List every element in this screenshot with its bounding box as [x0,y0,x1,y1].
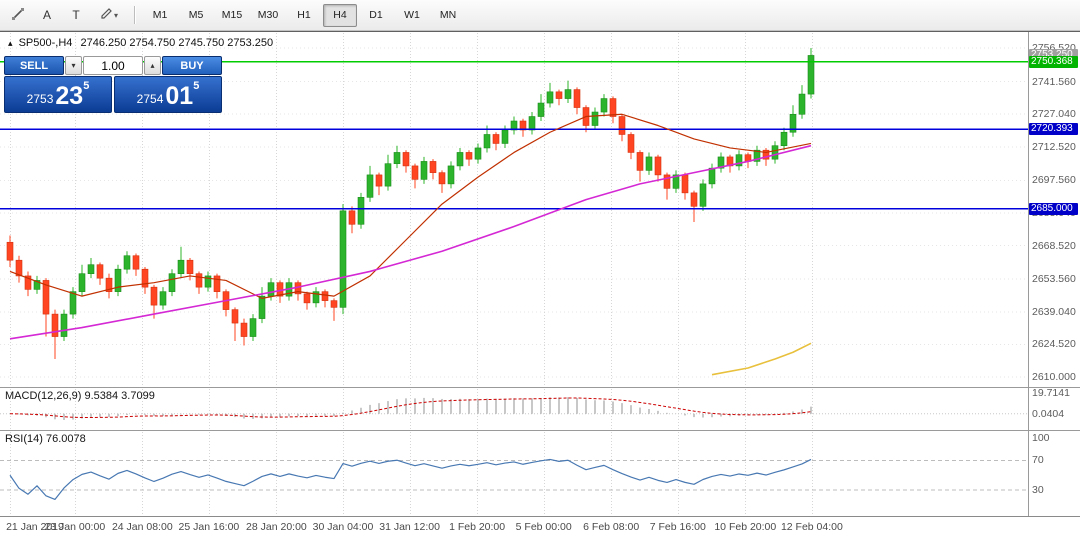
volume-increase-button[interactable]: ▴ [144,56,161,75]
sell-button[interactable]: SELL [4,56,64,75]
resistance-line-price-marker: 2750.368 [1029,55,1078,68]
date-axis-label: 30 Jan 04:00 [312,521,374,533]
date-axis[interactable]: 21 Jan 2019 23 Jan 00:00 24 Jan 08:00 25 Ja… [0,516,1080,537]
price-scale-label: 2697.560 [1032,174,1076,187]
rsi-axis-label: 70 [1032,454,1044,467]
text-icon: T [72,8,80,22]
chevron-down-icon: ▾ [113,10,118,20]
tf-button-MN[interactable]: MN [439,9,457,21]
buy-price-prefix: 2754 [136,92,164,106]
volume-input[interactable]: 1.00 [83,56,143,75]
date-axis-label: 25 Jan 16:00 [178,521,240,533]
rsi-indicator-label: RSI(14) 76.0078 [5,433,86,445]
price-scale-label: 2624.520 [1032,338,1076,351]
chart-ohlc-label: 2746.250 2754.750 2745.750 2753.250 [80,37,274,49]
sell-price-sup: 5 [83,80,90,92]
support-line1-price-marker: 2720.393 [1029,123,1078,136]
date-axis-label: 10 Feb 20:00 [714,521,777,533]
date-axis-label: 31 Jan 12:00 [379,521,440,533]
symbol-arrow-icon: ▴ [8,38,13,48]
sell-price-display[interactable]: 2753 23 5 [4,76,112,113]
tf-button-M1[interactable]: M1 [152,9,168,21]
label-a-icon: A [42,8,51,22]
tf-button-M15[interactable]: M15 [221,9,243,21]
triangle-up-icon: ▴ [150,61,155,70]
support-line2-price-marker: 2685.000 [1029,202,1078,215]
sell-price-prefix: 2753 [26,92,54,106]
chart-window: ▴ SP500-,H4 2746.250 2754.750 2745.750 2… [0,31,1080,537]
buy-price-sup: 5 [193,80,200,92]
macd-panel-separator[interactable] [0,387,1080,388]
price-scale-label: 2727.040 [1032,108,1076,121]
buy-button[interactable]: BUY [162,56,222,75]
volume-decrease-button[interactable]: ▾ [65,56,82,75]
date-axis-label: 28 Jan 20:00 [246,521,307,533]
timeframe-group: M1 M5 M15 M30 H1 H4 D1 W1 MN [142,3,466,27]
toolbar-divider [134,6,135,24]
price-scale-label: 2668.520 [1032,239,1076,252]
date-axis-label: 1 Feb 20:00 [449,521,506,533]
date-axis-label: 5 Feb 00:00 [515,521,572,533]
date-axis-label: 24 Jan 08:00 [111,521,173,533]
chart-title: ▴ SP500-,H4 2746.250 2754.750 2745.750 2… [8,37,273,49]
tf-button-M30[interactable]: M30 [257,9,279,21]
tf-button-D1[interactable]: D1 [369,9,383,21]
tf-button-W1[interactable]: W1 [404,9,420,21]
price-scale-label: 2639.040 [1032,305,1076,318]
macd-axis-label: 19.7141 [1032,386,1070,399]
one-click-trading-panel: SELL ▾ 1.00 ▴ BUY 2753 23 5 2754 01 5 [4,56,222,113]
trendline-tool-button[interactable] [4,3,32,27]
price-scale-label: 2653.560 [1032,273,1076,286]
date-axis-label: 6 Feb 08:00 [583,521,640,533]
buy-price-big: 01 [165,82,194,110]
price-scale-label: 2741.560 [1032,75,1076,88]
buy-price-display[interactable]: 2754 01 5 [114,76,222,113]
chart-symbol-label: SP500-,H4 [18,37,73,49]
triangle-down-icon: ▾ [71,61,76,70]
rsi-chart-canvas[interactable] [0,432,1028,515]
rsi-axis-label: 100 [1032,432,1050,444]
trendline-icon [11,7,25,24]
pencil-icon [100,7,113,23]
price-scale-label: 2712.520 [1032,140,1076,153]
tf-button-H4[interactable]: H4 [323,3,357,27]
date-axis-label: 21 Jan 2019 [6,521,64,533]
rsi-axis-label: 30 [1032,484,1044,497]
date-axis-label: 23 Jan 00:00 [44,521,106,533]
price-chart-canvas[interactable] [0,33,1028,386]
price-scale-label: 2610.000 [1032,370,1076,383]
text-tool-button[interactable]: T [62,3,90,27]
date-axis-label: 7 Feb 16:00 [649,521,706,533]
date-axis-label: 12 Feb 04:00 [780,521,843,533]
toolbar: A T ▾ M1 M5 M15 M30 H1 H4 D1 W1 MN [0,0,1080,31]
tf-button-H1[interactable]: H1 [297,9,311,21]
tf-button-M5[interactable]: M5 [188,9,204,21]
sell-price-big: 23 [55,82,84,110]
rsi-panel-separator[interactable] [0,430,1080,431]
draw-tool-button[interactable]: ▾ [91,3,127,27]
macd-indicator-label: MACD(12,26,9) 9.5384 3.7099 [5,390,155,402]
macd-axis-label: 0.0404 [1032,407,1065,420]
price-scale-border [1028,32,1029,516]
price-scale[interactable]: 2756.520 2741.560 2727.040 2712.520 2697.560… [1029,32,1080,516]
arrow-label-tool-button[interactable]: A [33,3,61,27]
macd-chart-canvas[interactable] [0,389,1028,429]
